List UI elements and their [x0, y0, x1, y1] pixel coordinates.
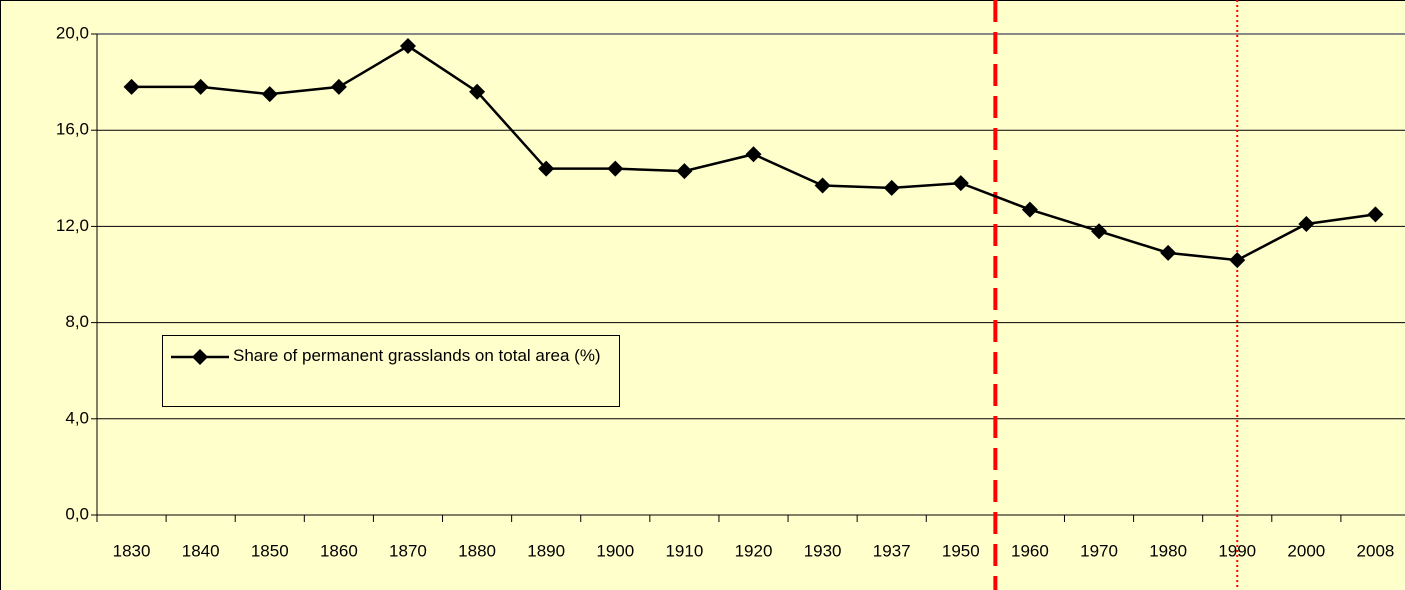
- x-tick-label: 1830: [113, 541, 151, 560]
- data-point: [1367, 206, 1384, 223]
- x-tick-label: 1910: [665, 541, 703, 560]
- y-tick-label: 20,0: [56, 23, 89, 42]
- x-tick-label: 1860: [320, 541, 358, 560]
- x-tick-label: 1950: [942, 541, 980, 560]
- data-point: [883, 179, 900, 196]
- x-tick-label: 1980: [1149, 541, 1187, 560]
- data-point: [1298, 215, 1315, 232]
- x-tick-label: 1840: [182, 541, 220, 560]
- legend-marker: [192, 349, 208, 365]
- legend: Share of permanent grasslands on total a…: [162, 335, 620, 407]
- data-point: [1091, 223, 1108, 240]
- x-tick-label: 2000: [1287, 541, 1325, 560]
- data-point: [607, 160, 624, 177]
- data-point: [538, 160, 555, 177]
- y-tick-label: 0,0: [65, 504, 89, 523]
- legend-label: Share of permanent grasslands on total a…: [233, 346, 601, 365]
- data-point: [745, 146, 762, 163]
- x-tick-label: 1900: [596, 541, 634, 560]
- x-tick-label: 1930: [804, 541, 842, 560]
- x-tick-label: 1960: [1011, 541, 1049, 560]
- y-tick-label: 16,0: [56, 120, 89, 139]
- data-point: [123, 78, 140, 95]
- x-tick-label: 1850: [251, 541, 289, 560]
- legend-symbol: [171, 349, 229, 365]
- data-point: [1160, 244, 1177, 261]
- data-point: [261, 86, 278, 103]
- x-tick-label: 1880: [458, 541, 496, 560]
- data-point: [399, 38, 416, 55]
- data-point: [676, 163, 693, 180]
- y-tick-label: 4,0: [65, 408, 89, 427]
- y-tick-label: 8,0: [65, 312, 89, 331]
- data-point: [952, 175, 969, 192]
- x-tick-label: 2008: [1357, 541, 1395, 560]
- x-tick-label: 1890: [527, 541, 565, 560]
- data-point: [1021, 201, 1038, 218]
- data-point: [469, 83, 486, 100]
- x-tick-label: 1870: [389, 541, 427, 560]
- x-tick-label: 1937: [873, 541, 911, 560]
- x-tick-label: 1970: [1080, 541, 1118, 560]
- data-point: [192, 78, 209, 95]
- x-tick-label: 1920: [735, 541, 773, 560]
- data-point: [330, 78, 347, 95]
- y-tick-label: 12,0: [56, 216, 89, 235]
- data-point: [1229, 252, 1246, 269]
- data-point: [814, 177, 831, 194]
